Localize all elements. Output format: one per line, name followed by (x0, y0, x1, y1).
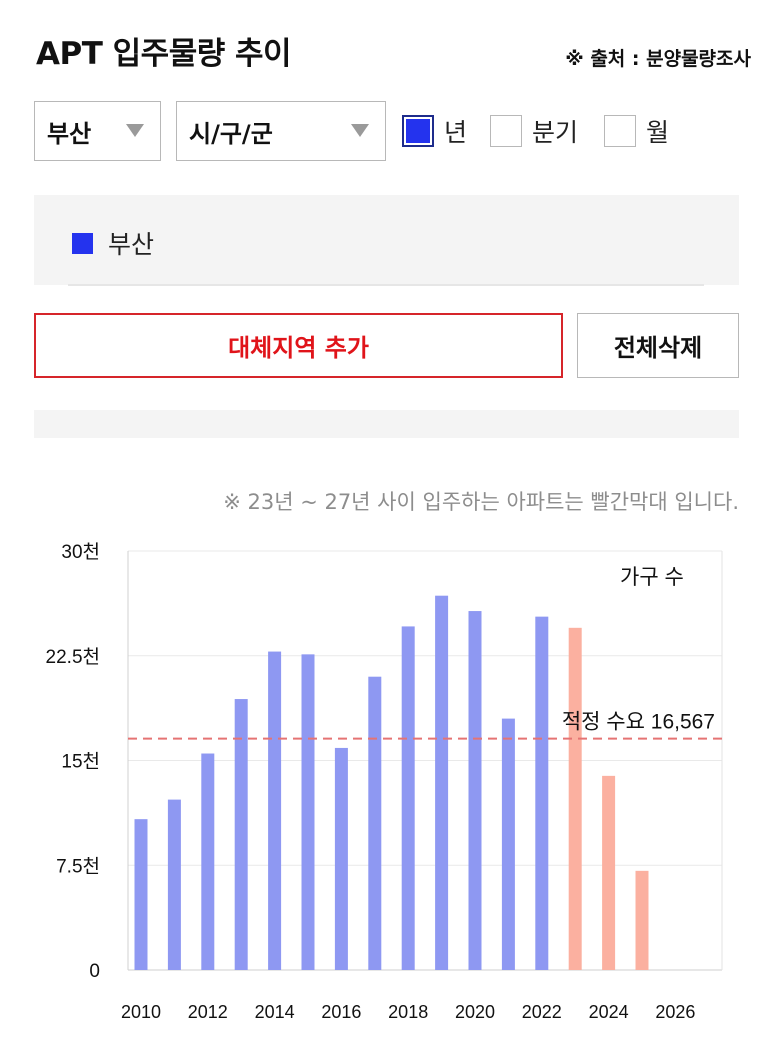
chevron-down-icon (351, 124, 369, 137)
bar-2016 (334, 747, 348, 970)
period-label-month: 월 (646, 118, 670, 147)
bar-2023 (568, 627, 582, 970)
gray-strip (34, 410, 739, 438)
chart-note: ※ 23년 ~ 27년 사이 입주하는 아파트는 빨간막대 입니다. (223, 490, 739, 514)
y-tick-label: 15천 (61, 751, 100, 773)
period-checkbox-quarter[interactable]: 분기 (490, 113, 578, 149)
y-tick-label: 22.5천 (46, 646, 100, 668)
x-tick-label: 2016 (321, 1002, 361, 1022)
bar-2020 (468, 611, 482, 970)
district-select-value: 시/구/군 (189, 119, 273, 148)
divider (68, 284, 704, 286)
delete-all-button[interactable]: 전체삭제 (577, 313, 739, 378)
bar-2014 (268, 651, 282, 970)
bar-2024 (602, 775, 616, 970)
add-region-button[interactable]: 대체지역 추가 (34, 313, 563, 378)
reference-line-label: 적정 수요 16,567 (562, 711, 715, 734)
bar-2025 (635, 870, 649, 970)
chevron-down-icon (126, 124, 144, 137)
bar-2019 (435, 595, 449, 970)
period-label-quarter: 분기 (532, 118, 579, 147)
period-checkbox-month[interactable]: 월 (604, 113, 669, 149)
bar-2021 (501, 718, 515, 970)
checkbox-empty-icon[interactable] (604, 115, 636, 147)
legend-label: 부산 (108, 230, 155, 259)
region-select[interactable]: 부산 (34, 101, 161, 161)
y-axis-title: 가구 수 (620, 566, 684, 589)
source-note: ※ 출처 : 분양물량조사 (565, 48, 751, 70)
bar-2017 (368, 676, 382, 970)
legend-panel: 부산 (34, 195, 739, 285)
y-tick-label: 30천 (61, 541, 100, 563)
period-label-year: 년 (444, 118, 468, 147)
checkbox-empty-icon[interactable] (490, 115, 522, 147)
x-tick-label: 2020 (455, 1002, 495, 1022)
x-tick-label: 2026 (655, 1002, 695, 1022)
legend-swatch (72, 233, 93, 254)
x-tick-label: 2018 (388, 1002, 428, 1022)
x-tick-label: 2024 (589, 1002, 629, 1022)
period-checkbox-year[interactable]: 년 (402, 113, 467, 149)
checkbox-checked-icon[interactable] (402, 115, 434, 147)
bar-2022 (535, 616, 549, 970)
bar-2010 (134, 819, 148, 970)
bar-2015 (301, 654, 315, 970)
district-select[interactable]: 시/구/군 (176, 101, 386, 161)
bar-2013 (234, 699, 248, 970)
region-select-value: 부산 (47, 119, 92, 148)
bar-2018 (401, 626, 415, 970)
y-tick-label: 0 (89, 961, 100, 982)
x-tick-label: 2010 (121, 1002, 161, 1022)
x-tick-label: 2014 (255, 1002, 295, 1022)
x-tick-label: 2022 (522, 1002, 562, 1022)
bar-2012 (201, 753, 215, 970)
y-tick-label: 7.5천 (56, 855, 100, 877)
x-tick-label: 2012 (188, 1002, 228, 1022)
bar-2011 (167, 799, 181, 970)
page-title: APT 입주물량 추이 (36, 36, 292, 72)
